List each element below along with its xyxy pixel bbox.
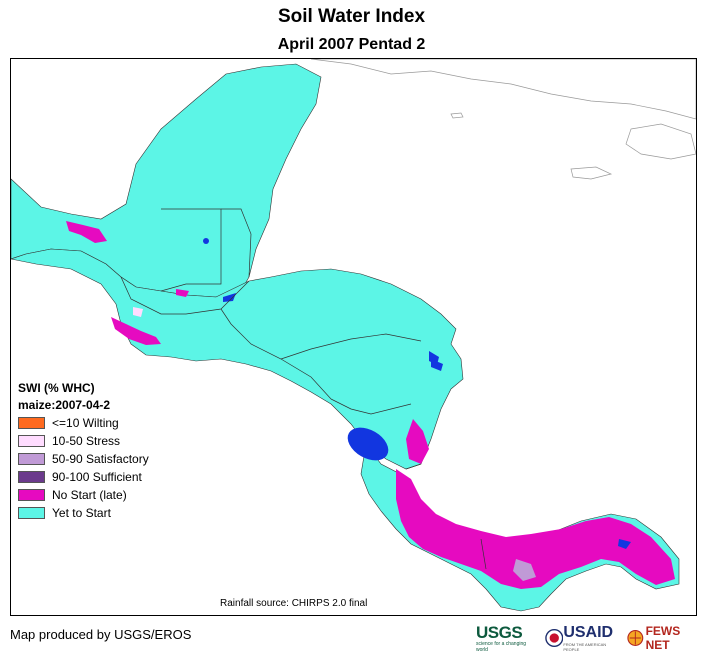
no-start-guatemala-pacific bbox=[111, 317, 161, 345]
legend-item: 50-90 Satisfactory bbox=[18, 450, 188, 468]
legend-subtitle: maize:2007-04-2 bbox=[18, 398, 111, 412]
legend-item: No Start (late) bbox=[18, 486, 188, 504]
map-title: Soil Water Index bbox=[277, 6, 426, 27]
usaid-logo-text: USAID bbox=[563, 624, 614, 641]
satisfactory-panama-patch bbox=[513, 559, 536, 581]
legend-item: Yet to Start bbox=[18, 504, 188, 522]
land-mexico-west bbox=[11, 248, 464, 470]
legend-swatch bbox=[18, 435, 45, 447]
central-america-map bbox=[11, 59, 696, 612]
legend-title: SWI (% WHC) bbox=[18, 381, 95, 395]
no-start-spot bbox=[176, 289, 189, 297]
legend-item: <=10 Wilting bbox=[18, 414, 188, 432]
legend-item: 10-50 Stress bbox=[18, 432, 188, 450]
legend-label: 90-100 Sufficient bbox=[52, 470, 142, 484]
lagoon-caribbean bbox=[431, 359, 443, 371]
legend-label: 10-50 Stress bbox=[52, 434, 121, 448]
legend-label: <=10 Wilting bbox=[52, 416, 119, 430]
land-cuba bbox=[310, 59, 696, 120]
usaid-logo: USAID FROM THE AMERICAN PEOPLE bbox=[545, 624, 619, 652]
legend-swatch bbox=[18, 417, 45, 429]
usgs-logo-text: USGS bbox=[476, 623, 523, 642]
no-start-costa-rica-panama bbox=[396, 469, 675, 589]
rainfall-source-note: Rainfall source: CHIRPS 2.0 final bbox=[220, 598, 368, 609]
usaid-logo-tagline: FROM THE AMERICAN PEOPLE bbox=[563, 642, 607, 652]
legend-label: No Start (late) bbox=[52, 488, 127, 502]
lake-panama bbox=[618, 539, 631, 549]
legend-label: 50-90 Satisfactory bbox=[52, 452, 149, 466]
no-start-mexico-north bbox=[66, 221, 107, 243]
legend-label: Yet to Start bbox=[52, 506, 111, 520]
map-subtitle: April 2007 Pentad 2 bbox=[277, 36, 426, 53]
no-start-caribbean-coast bbox=[406, 419, 429, 464]
map-frame[interactable] bbox=[10, 58, 697, 616]
land-jamaica bbox=[570, 166, 613, 180]
legend: SWI (% WHC) maize:2007-04-2 <=10 Wilting… bbox=[18, 380, 188, 522]
legend-swatch bbox=[18, 471, 45, 483]
map-credit: Map produced by USGS/EROS bbox=[10, 627, 192, 642]
agency-logos: USGS science for a changing world USAID … bbox=[476, 622, 703, 654]
legend-swatch bbox=[18, 507, 45, 519]
fews-net-globe-icon bbox=[627, 630, 644, 646]
stress-guatemala-patch bbox=[133, 307, 143, 317]
land-hispaniola bbox=[625, 123, 696, 160]
usgs-logo: USGS science for a changing world bbox=[476, 623, 535, 653]
legend-swatch bbox=[18, 489, 45, 501]
fews-net-logo: FEWS NET bbox=[627, 624, 703, 652]
usgs-logo-tagline: science for a changing world bbox=[476, 641, 527, 653]
legend-items: <=10 Wilting 10-50 Stress 50-90 Satisfacto… bbox=[18, 414, 188, 522]
country-borders bbox=[120, 208, 487, 570]
legend-item: 90-100 Sufficient bbox=[18, 468, 188, 486]
lake-nicaragua bbox=[347, 427, 389, 461]
fews-net-logo-text: FEWS NET bbox=[645, 624, 681, 652]
lake-peten bbox=[223, 293, 236, 302]
islands-cayman bbox=[450, 112, 464, 119]
lake-small bbox=[203, 238, 209, 244]
usaid-seal-icon bbox=[545, 628, 564, 648]
legend-swatch bbox=[18, 453, 45, 465]
